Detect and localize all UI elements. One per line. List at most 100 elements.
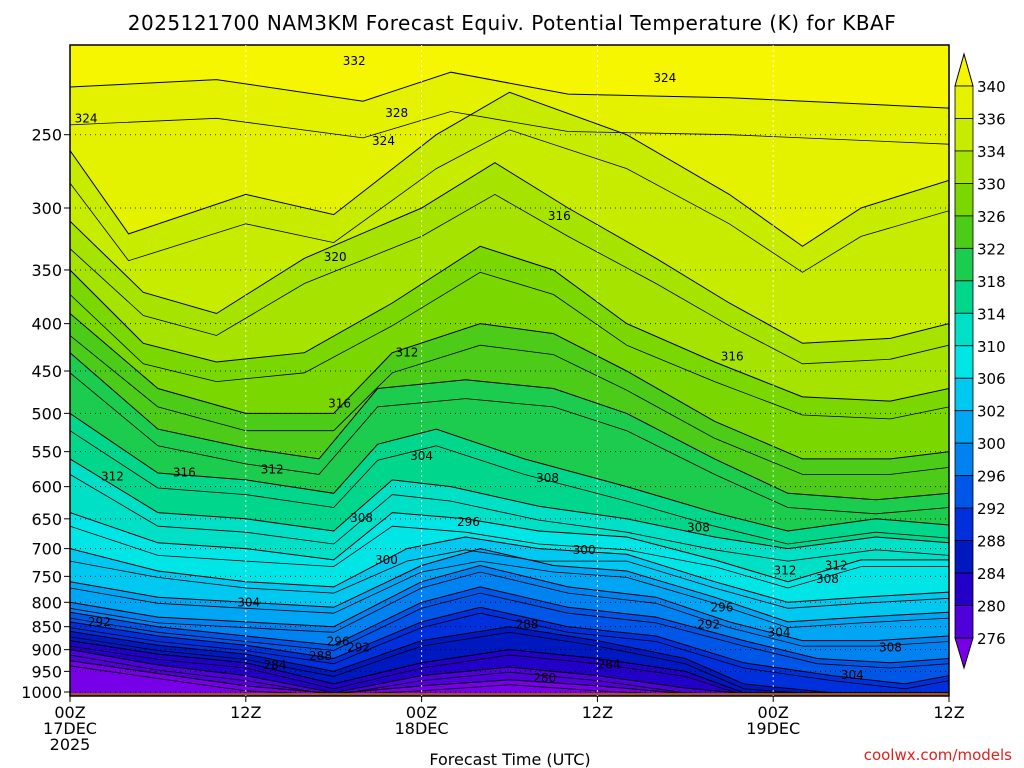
x-tick-label: 12Z bbox=[582, 703, 613, 722]
contour-line bbox=[70, 612, 949, 690]
x-tick-label: 19DEC bbox=[746, 719, 800, 738]
contour-label: 284 bbox=[264, 658, 287, 672]
contour-line bbox=[70, 564, 949, 642]
x-tick-label: 18DEC bbox=[395, 719, 449, 738]
contour-label: 324 bbox=[75, 111, 98, 125]
terrain-surface bbox=[70, 692, 949, 696]
contour-label: 332 bbox=[343, 54, 366, 68]
contour-line bbox=[70, 352, 949, 501]
contour-line bbox=[70, 412, 949, 532]
contour-label: 304 bbox=[237, 595, 260, 609]
colorbar-label: 284 bbox=[977, 565, 1006, 583]
plot-area bbox=[70, 45, 949, 696]
contour-line bbox=[70, 640, 949, 694]
colorbar-swatch bbox=[954, 507, 974, 541]
colorbar-label: 330 bbox=[977, 175, 1006, 193]
contour-line bbox=[70, 458, 949, 550]
y-tick-label: 850 bbox=[31, 618, 62, 637]
y-tick-label: 600 bbox=[31, 478, 62, 497]
y-tick-label: 250 bbox=[31, 126, 62, 145]
colorbar-swatch bbox=[954, 572, 974, 606]
contour-label: 324 bbox=[372, 134, 395, 148]
y-tick-label: 450 bbox=[31, 362, 62, 381]
contour-label: 288 bbox=[516, 617, 539, 631]
colorbar-label: 336 bbox=[977, 110, 1006, 128]
contour-label: 308 bbox=[350, 511, 373, 525]
contour-label: 284 bbox=[598, 658, 621, 672]
contour-line bbox=[70, 512, 949, 583]
theta-e-band bbox=[70, 660, 949, 696]
contour-label: 312 bbox=[825, 558, 848, 572]
colorbar-label: 300 bbox=[977, 435, 1006, 453]
y-tick-label: 550 bbox=[31, 443, 62, 462]
contour-label: 324 bbox=[653, 71, 676, 85]
colorbar-label: 302 bbox=[977, 403, 1006, 421]
x-tick-label: 00Z bbox=[406, 703, 437, 722]
colorbar-label: 318 bbox=[977, 273, 1006, 291]
credit-text: coolwx.com/models bbox=[864, 746, 1012, 764]
x-tick-label: 2025 bbox=[50, 735, 91, 754]
grid bbox=[70, 45, 949, 696]
contour-label: 312 bbox=[261, 463, 284, 477]
colorbar-label: 334 bbox=[977, 143, 1006, 161]
colorbar-swatch bbox=[954, 118, 974, 152]
contour-label: 304 bbox=[841, 668, 864, 682]
contour-line bbox=[70, 586, 949, 664]
contour-label: 316 bbox=[548, 209, 571, 223]
contour-line bbox=[70, 245, 949, 402]
contour-line bbox=[70, 129, 949, 273]
x-tick-label: 00Z bbox=[54, 703, 85, 722]
contour-label: 316 bbox=[173, 465, 196, 479]
colorbar-arrow-top bbox=[954, 52, 974, 87]
y-tick-label: 950 bbox=[31, 662, 62, 681]
colorbar-swatch bbox=[954, 475, 974, 509]
contour-label: 292 bbox=[347, 640, 370, 654]
y-axis: 250 300 350 400 450 500 550 600 650 700 750 800 850 9… bbox=[21, 126, 70, 702]
colorbar-swatch bbox=[954, 85, 974, 119]
contour-label: 312 bbox=[773, 563, 796, 577]
contour-label: 288 bbox=[309, 649, 332, 663]
contour-label: 308 bbox=[879, 640, 902, 654]
y-tick-label: 800 bbox=[31, 593, 62, 612]
colorbar-label: 314 bbox=[977, 305, 1006, 323]
contour-line bbox=[70, 430, 949, 545]
contour-line bbox=[70, 162, 949, 344]
contour-line bbox=[70, 571, 949, 647]
colorbar-arrow-bottom bbox=[954, 637, 974, 670]
colorbar-swatch bbox=[954, 183, 974, 217]
y-tick-label: 300 bbox=[31, 199, 62, 218]
colorbar-label: 326 bbox=[977, 208, 1006, 226]
contour-line bbox=[70, 548, 949, 623]
contour-line bbox=[70, 525, 949, 589]
contour-line bbox=[70, 536, 949, 603]
contour-label: 292 bbox=[697, 617, 720, 631]
x-tick-label: 12Z bbox=[933, 703, 964, 722]
contour-label: 300 bbox=[573, 543, 596, 557]
colorbar-label: 292 bbox=[977, 500, 1006, 518]
contour-line bbox=[70, 91, 949, 247]
contour-line bbox=[70, 313, 949, 460]
contour-line bbox=[70, 372, 949, 515]
colorbar-swatch bbox=[954, 150, 974, 184]
x-tick-label: 12Z bbox=[230, 703, 261, 722]
contour-label: 316 bbox=[328, 397, 351, 411]
contour-label: 316 bbox=[721, 349, 744, 363]
contour-line bbox=[70, 111, 949, 145]
colorbar-swatch bbox=[954, 377, 974, 412]
contour-labels: 332 324 324 328 324 316 320 312 316 316 304 312 316 3… bbox=[75, 54, 902, 685]
contour-line bbox=[70, 645, 949, 696]
colorbar-swatch bbox=[954, 540, 974, 574]
colorbar-label: 322 bbox=[977, 240, 1006, 258]
contour-line bbox=[70, 71, 949, 109]
contour-line bbox=[70, 193, 949, 365]
contour-label: 292 bbox=[88, 615, 111, 629]
colorbar-swatch bbox=[954, 247, 974, 282]
contour-line bbox=[70, 474, 949, 562]
contour-line bbox=[70, 549, 949, 609]
contour-label: 308 bbox=[687, 520, 710, 534]
colorbar-label: 276 bbox=[977, 630, 1006, 648]
colorbar-label: 340 bbox=[977, 78, 1006, 96]
contour-label: 308 bbox=[536, 471, 559, 485]
